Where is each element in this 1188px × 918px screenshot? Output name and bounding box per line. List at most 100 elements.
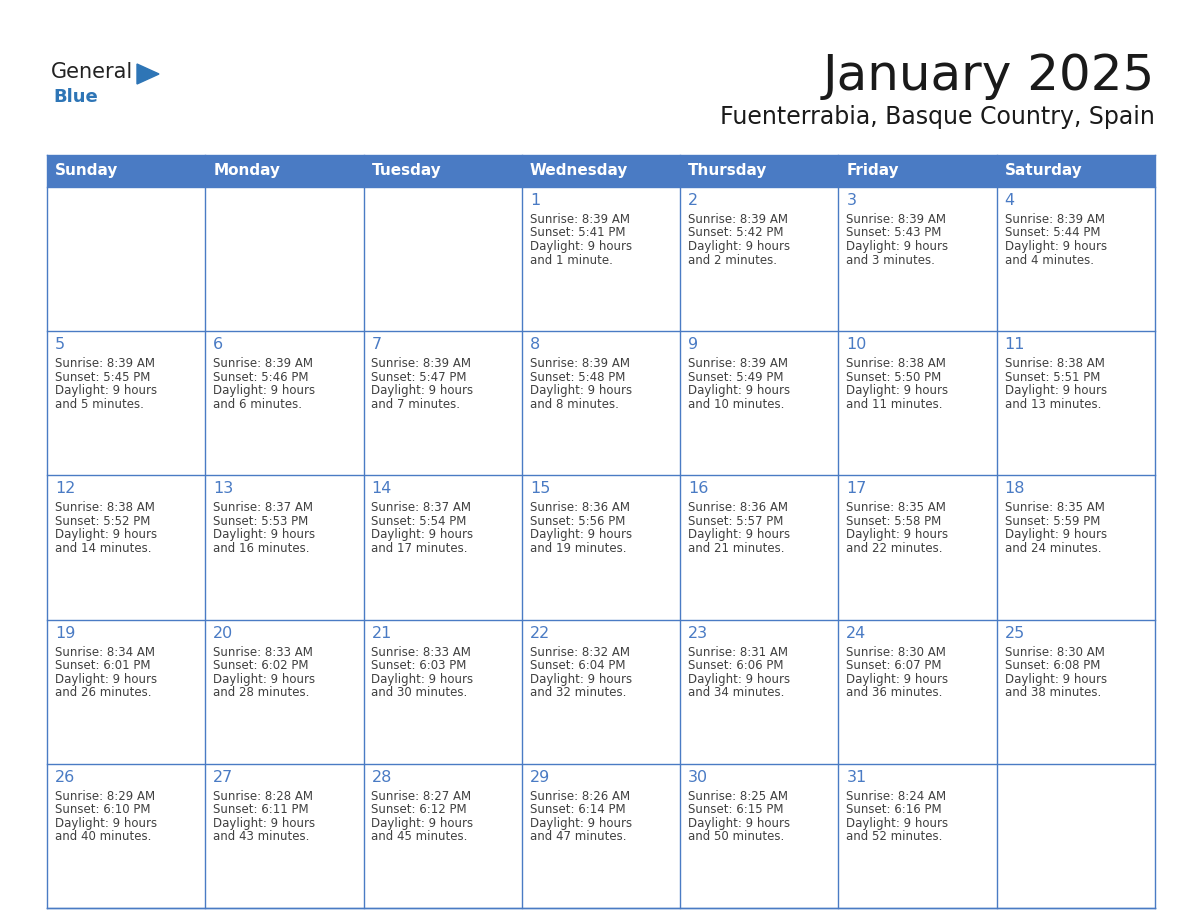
Text: Sunset: 5:56 PM: Sunset: 5:56 PM <box>530 515 625 528</box>
Bar <box>997 764 1155 908</box>
Bar <box>206 764 364 908</box>
Bar <box>48 476 206 620</box>
Text: 17: 17 <box>846 481 867 497</box>
Text: 10: 10 <box>846 337 867 353</box>
Text: January 2025: January 2025 <box>823 52 1155 100</box>
Text: Sunrise: 8:26 AM: Sunrise: 8:26 AM <box>530 789 630 803</box>
Text: and 6 minutes.: and 6 minutes. <box>213 397 302 410</box>
Bar <box>206 331 364 476</box>
Bar <box>522 187 681 331</box>
Bar <box>681 764 839 908</box>
Bar <box>839 331 997 476</box>
Text: Sunrise: 8:39 AM: Sunrise: 8:39 AM <box>213 357 314 370</box>
Bar <box>364 187 522 331</box>
Text: and 24 minutes.: and 24 minutes. <box>1005 542 1101 554</box>
Bar <box>48 620 206 764</box>
Text: Daylight: 9 hours: Daylight: 9 hours <box>372 673 474 686</box>
Text: and 17 minutes.: and 17 minutes. <box>372 542 468 554</box>
Text: and 13 minutes.: and 13 minutes. <box>1005 397 1101 410</box>
Text: and 36 minutes.: and 36 minutes. <box>846 686 943 700</box>
Bar <box>681 155 839 187</box>
Text: Daylight: 9 hours: Daylight: 9 hours <box>55 673 157 686</box>
Text: Monday: Monday <box>213 163 280 178</box>
Bar <box>364 155 522 187</box>
Text: Sunset: 6:12 PM: Sunset: 6:12 PM <box>372 803 467 816</box>
Text: Sunrise: 8:25 AM: Sunrise: 8:25 AM <box>688 789 788 803</box>
Text: Sunrise: 8:34 AM: Sunrise: 8:34 AM <box>55 645 154 658</box>
Text: and 14 minutes.: and 14 minutes. <box>55 542 151 554</box>
Text: and 22 minutes.: and 22 minutes. <box>846 542 943 554</box>
Bar <box>681 476 839 620</box>
Text: and 8 minutes.: and 8 minutes. <box>530 397 619 410</box>
Text: Sunrise: 8:35 AM: Sunrise: 8:35 AM <box>1005 501 1105 514</box>
Text: Sunset: 5:57 PM: Sunset: 5:57 PM <box>688 515 783 528</box>
Bar <box>48 187 206 331</box>
Text: and 2 minutes.: and 2 minutes. <box>688 253 777 266</box>
Bar <box>522 764 681 908</box>
Text: 30: 30 <box>688 770 708 785</box>
Text: and 19 minutes.: and 19 minutes. <box>530 542 626 554</box>
Text: 6: 6 <box>213 337 223 353</box>
Text: Sunset: 6:15 PM: Sunset: 6:15 PM <box>688 803 784 816</box>
Text: Sunset: 5:54 PM: Sunset: 5:54 PM <box>372 515 467 528</box>
Bar <box>681 331 839 476</box>
Text: Wednesday: Wednesday <box>530 163 628 178</box>
Text: and 21 minutes.: and 21 minutes. <box>688 542 784 554</box>
Text: 8: 8 <box>530 337 541 353</box>
Text: Sunset: 5:59 PM: Sunset: 5:59 PM <box>1005 515 1100 528</box>
Text: Daylight: 9 hours: Daylight: 9 hours <box>213 385 315 397</box>
Text: and 32 minutes.: and 32 minutes. <box>530 686 626 700</box>
Bar <box>997 187 1155 331</box>
Text: Sunrise: 8:39 AM: Sunrise: 8:39 AM <box>846 213 947 226</box>
Text: Sunrise: 8:30 AM: Sunrise: 8:30 AM <box>1005 645 1105 658</box>
Text: Daylight: 9 hours: Daylight: 9 hours <box>688 529 790 542</box>
Text: 14: 14 <box>372 481 392 497</box>
Text: Sunset: 6:02 PM: Sunset: 6:02 PM <box>213 659 309 672</box>
Text: Sunset: 5:42 PM: Sunset: 5:42 PM <box>688 227 784 240</box>
Text: Sunrise: 8:39 AM: Sunrise: 8:39 AM <box>530 357 630 370</box>
Text: and 4 minutes.: and 4 minutes. <box>1005 253 1094 266</box>
Bar <box>206 476 364 620</box>
Text: and 52 minutes.: and 52 minutes. <box>846 830 943 844</box>
Text: and 11 minutes.: and 11 minutes. <box>846 397 943 410</box>
Bar <box>522 155 681 187</box>
Text: Sunrise: 8:33 AM: Sunrise: 8:33 AM <box>372 645 472 658</box>
Text: and 1 minute.: and 1 minute. <box>530 253 613 266</box>
Text: Sunset: 5:52 PM: Sunset: 5:52 PM <box>55 515 151 528</box>
Text: 9: 9 <box>688 337 699 353</box>
Text: Sunrise: 8:39 AM: Sunrise: 8:39 AM <box>530 213 630 226</box>
Text: Daylight: 9 hours: Daylight: 9 hours <box>213 529 315 542</box>
Text: Daylight: 9 hours: Daylight: 9 hours <box>530 385 632 397</box>
Text: Daylight: 9 hours: Daylight: 9 hours <box>372 817 474 830</box>
Text: Sunset: 5:48 PM: Sunset: 5:48 PM <box>530 371 625 384</box>
Text: Sunrise: 8:27 AM: Sunrise: 8:27 AM <box>372 789 472 803</box>
Bar <box>48 331 206 476</box>
Text: and 40 minutes.: and 40 minutes. <box>55 830 151 844</box>
Text: Daylight: 9 hours: Daylight: 9 hours <box>688 385 790 397</box>
Text: Sunrise: 8:36 AM: Sunrise: 8:36 AM <box>688 501 788 514</box>
Text: 4: 4 <box>1005 193 1015 208</box>
Bar <box>997 331 1155 476</box>
Bar <box>364 476 522 620</box>
Text: Sunrise: 8:39 AM: Sunrise: 8:39 AM <box>55 357 154 370</box>
Text: Daylight: 9 hours: Daylight: 9 hours <box>1005 240 1107 253</box>
Text: 15: 15 <box>530 481 550 497</box>
Bar <box>364 331 522 476</box>
Text: Daylight: 9 hours: Daylight: 9 hours <box>55 385 157 397</box>
Text: Sunrise: 8:38 AM: Sunrise: 8:38 AM <box>846 357 946 370</box>
Text: and 10 minutes.: and 10 minutes. <box>688 397 784 410</box>
Text: Sunset: 6:16 PM: Sunset: 6:16 PM <box>846 803 942 816</box>
Bar <box>522 476 681 620</box>
Bar <box>206 155 364 187</box>
Text: Daylight: 9 hours: Daylight: 9 hours <box>846 240 948 253</box>
Text: Sunset: 6:07 PM: Sunset: 6:07 PM <box>846 659 942 672</box>
Text: Daylight: 9 hours: Daylight: 9 hours <box>846 529 948 542</box>
Bar <box>839 764 997 908</box>
Text: Sunset: 5:50 PM: Sunset: 5:50 PM <box>846 371 942 384</box>
Text: 22: 22 <box>530 625 550 641</box>
Text: Sunrise: 8:39 AM: Sunrise: 8:39 AM <box>688 213 788 226</box>
Text: Sunset: 6:04 PM: Sunset: 6:04 PM <box>530 659 625 672</box>
Text: Sunset: 6:03 PM: Sunset: 6:03 PM <box>372 659 467 672</box>
Text: Daylight: 9 hours: Daylight: 9 hours <box>1005 529 1107 542</box>
Text: Sunset: 5:45 PM: Sunset: 5:45 PM <box>55 371 151 384</box>
